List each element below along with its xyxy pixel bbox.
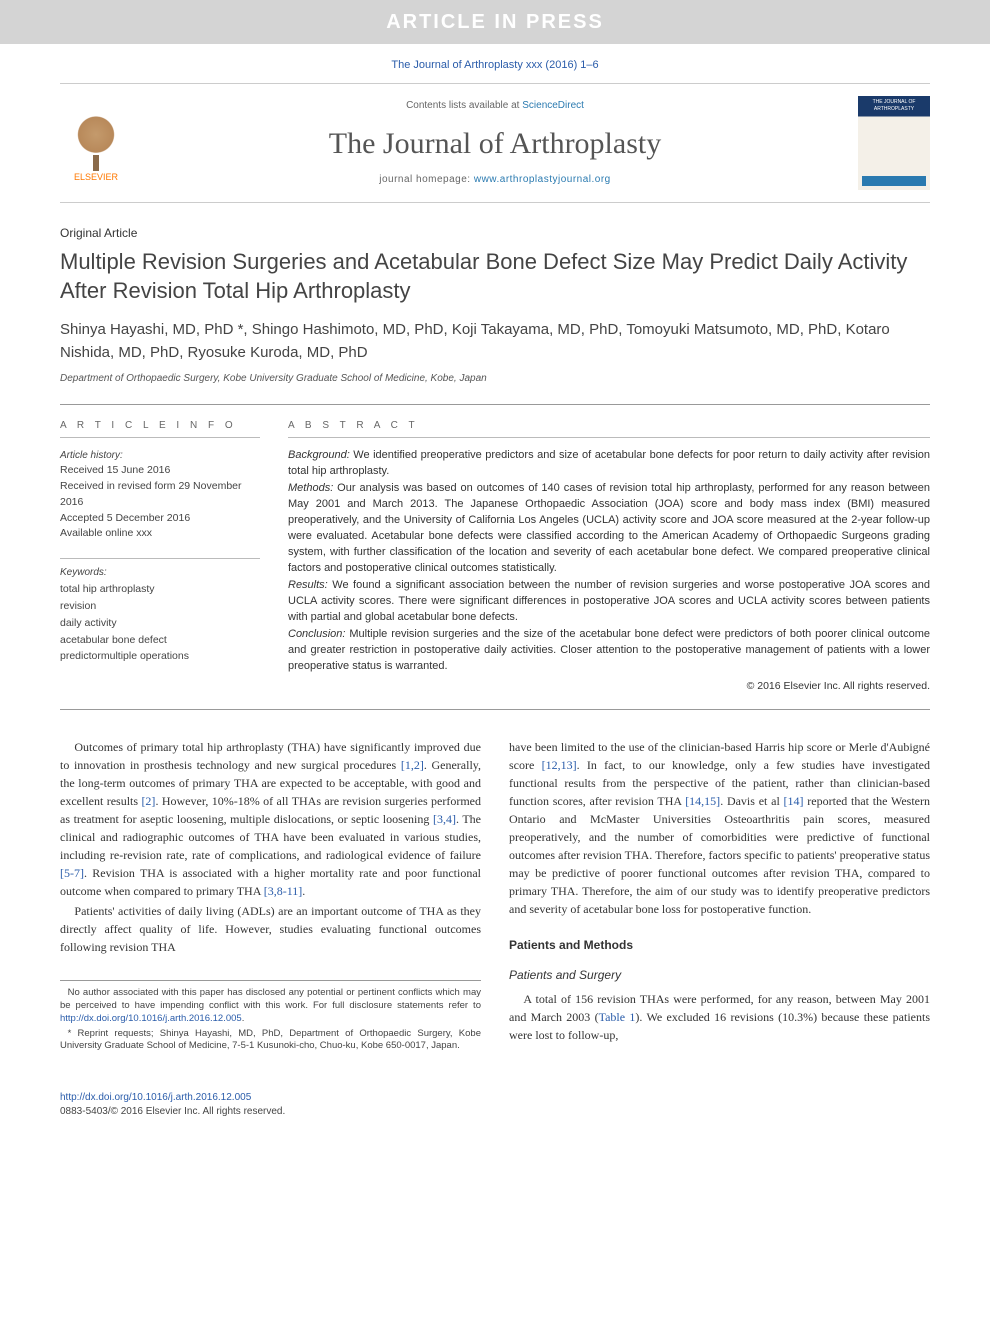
- section-heading-methods: Patients and Methods: [509, 936, 930, 954]
- article-info: A R T I C L E I N F O Article history: R…: [60, 419, 260, 693]
- affiliation: Department of Orthopaedic Surgery, Kobe …: [60, 372, 930, 386]
- body-text: Outcomes of primary total hip arthroplas…: [60, 738, 930, 1053]
- methods-label: Methods:: [288, 482, 333, 494]
- abstract-results: We found a significant association betwe…: [288, 579, 930, 623]
- authors: Shinya Hayashi, MD, PhD *, Shingo Hashim…: [60, 319, 930, 364]
- article-info-heading: A R T I C L E I N F O: [60, 419, 260, 438]
- ref-link[interactable]: [12,13]: [542, 758, 577, 772]
- copyright: © 2016 Elsevier Inc. All rights reserved…: [288, 679, 930, 694]
- ref-link[interactable]: [3,8-11]: [264, 884, 303, 898]
- body-text: . Davis et al: [720, 794, 783, 808]
- body-text: .: [302, 884, 305, 898]
- ref-link[interactable]: [14]: [784, 794, 804, 808]
- article-type: Original Article: [60, 225, 930, 242]
- journal-homepage-link[interactable]: www.arthroplastyjournal.org: [474, 174, 611, 185]
- accepted-date: Accepted 5 December 2016: [60, 511, 260, 527]
- homepage-prefix: journal homepage:: [379, 174, 474, 185]
- abstract-heading: A B S T R A C T: [288, 419, 930, 438]
- history-label: Article history:: [60, 448, 260, 463]
- footnote-text: No author associated with this paper has…: [60, 987, 481, 1011]
- ref-link[interactable]: [3,4]: [433, 812, 456, 826]
- homepage-line: journal homepage: www.arthroplastyjourna…: [132, 173, 858, 187]
- keyword: total hip arthroplasty: [60, 581, 260, 598]
- footnotes: No author associated with this paper has…: [60, 980, 481, 1053]
- reprint-footnote: * Reprint requests; Shinya Hayashi, MD, …: [60, 1028, 481, 1054]
- cover-title: THE JOURNAL OF ARTHROPLASTY: [858, 99, 930, 113]
- body-paragraph: Patients' activities of daily living (AD…: [60, 902, 481, 956]
- received-date: Received 15 June 2016: [60, 463, 260, 479]
- abstract-methods: Our analysis was based on outcomes of 14…: [288, 482, 930, 574]
- contents-prefix: Contents lists available at: [406, 100, 522, 111]
- sciencedirect-link[interactable]: ScienceDirect: [522, 100, 584, 111]
- journal-title-block: Contents lists available at ScienceDirec…: [132, 99, 858, 187]
- keyword: daily activity: [60, 615, 260, 632]
- keyword: predictormultiple operations: [60, 648, 260, 665]
- doi-block: http://dx.doi.org/10.1016/j.arth.2016.12…: [0, 1083, 990, 1139]
- elsevier-tree-icon: [71, 115, 121, 171]
- ref-link[interactable]: [1,2]: [401, 758, 424, 772]
- keyword: revision: [60, 598, 260, 615]
- issn-copyright: 0883-5403/© 2016 Elsevier Inc. All right…: [60, 1106, 285, 1117]
- info-abstract-row: A R T I C L E I N F O Article history: R…: [60, 404, 930, 710]
- footnote-text: .: [242, 1013, 245, 1024]
- table-ref-link[interactable]: Table 1: [599, 1010, 636, 1024]
- ref-link[interactable]: [2]: [141, 794, 155, 808]
- revised-date: Received in revised form 29 November 201…: [60, 479, 260, 511]
- keywords-label: Keywords:: [60, 565, 260, 581]
- doi-link[interactable]: http://dx.doi.org/10.1016/j.arth.2016.12…: [60, 1092, 251, 1103]
- journal-name: The Journal of Arthroplasty: [132, 123, 858, 165]
- ref-link[interactable]: [14,15]: [685, 794, 720, 808]
- ref-link[interactable]: [5-7]: [60, 866, 84, 880]
- contents-line: Contents lists available at ScienceDirec…: [132, 99, 858, 113]
- keyword: acetabular bone defect: [60, 632, 260, 649]
- keywords-block: Keywords: total hip arthroplasty revisio…: [60, 558, 260, 665]
- body-text: reported that the Western Ontario and Mc…: [509, 794, 930, 916]
- subsection-heading: Patients and Surgery: [509, 966, 930, 984]
- article-in-press-banner: ARTICLE IN PRESS: [0, 0, 990, 44]
- journal-cover-thumbnail: THE JOURNAL OF ARTHROPLASTY: [858, 96, 930, 190]
- publisher-logo: ELSEVIER: [60, 103, 132, 183]
- footnote-doi-link[interactable]: http://dx.doi.org/10.1016/j.arth.2016.12…: [60, 1013, 242, 1024]
- online-date: Available online xxx: [60, 526, 260, 542]
- article-title: Multiple Revision Surgeries and Acetabul…: [60, 248, 930, 305]
- article-history: Article history: Received 15 June 2016 R…: [60, 448, 260, 542]
- publisher-name: ELSEVIER: [74, 171, 118, 184]
- results-label: Results:: [288, 579, 328, 591]
- abstract: A B S T R A C T Background: We identifie…: [288, 419, 930, 693]
- citation-line: The Journal of Arthroplasty xxx (2016) 1…: [0, 44, 990, 83]
- background-label: Background:: [288, 449, 350, 461]
- article-content: Original Article Multiple Revision Surge…: [0, 203, 990, 1083]
- abstract-conclusion: Multiple revision surgeries and the size…: [288, 628, 930, 672]
- abstract-background: We identified preoperative predictors an…: [288, 449, 930, 477]
- journal-header: ELSEVIER Contents lists available at Sci…: [60, 83, 930, 203]
- conclusion-label: Conclusion:: [288, 628, 345, 640]
